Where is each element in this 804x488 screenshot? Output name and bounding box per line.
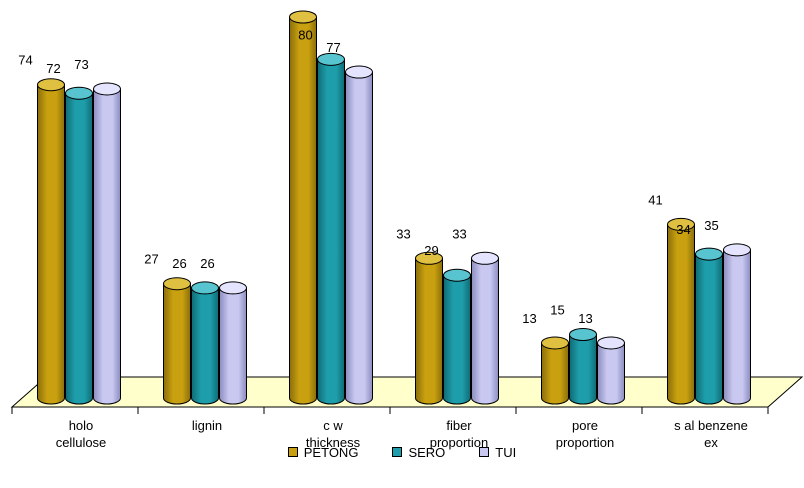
bar-petong <box>541 336 569 405</box>
bar-top <box>93 82 121 96</box>
data-labels: 747273272626908077332933131513413435 <box>18 27 718 326</box>
data-label-petong: 13 <box>522 311 536 326</box>
bar-body <box>163 283 191 405</box>
bar-body <box>65 92 93 405</box>
bar-petong <box>163 277 191 405</box>
bar-sero <box>191 281 219 405</box>
bar-body <box>471 257 499 405</box>
bar-top <box>723 243 751 257</box>
legend-swatch <box>287 447 298 457</box>
legend-swatch <box>392 447 403 457</box>
category-label: thickness <box>306 435 361 450</box>
bar-top <box>163 277 191 291</box>
bar-top <box>667 217 695 231</box>
legend-item-sero: SERO <box>392 445 445 460</box>
data-label-tui: 77 <box>326 40 340 55</box>
bar-body <box>667 223 695 405</box>
data-label-petong: 74 <box>18 53 32 68</box>
bar-tui <box>93 82 121 405</box>
data-label-sero: 80 <box>298 27 312 42</box>
bar-sero <box>443 268 471 405</box>
data-label-tui: 73 <box>74 57 88 72</box>
legend-item-tui: TUI <box>479 445 516 460</box>
data-label-sero: 15 <box>550 303 564 318</box>
bar-top <box>345 65 373 79</box>
data-label-petong: 33 <box>396 226 410 241</box>
data-label-tui: 33 <box>452 226 466 241</box>
category-label: fiber <box>446 418 472 433</box>
bar-petong <box>289 10 317 405</box>
data-label-sero: 34 <box>676 222 690 237</box>
bar-top <box>471 251 499 265</box>
bar-sero <box>695 247 723 405</box>
category-label: holo <box>69 418 94 433</box>
bar-sero <box>65 86 93 405</box>
bar-top <box>597 336 625 350</box>
bar-body <box>415 257 443 405</box>
bar-tui <box>219 281 247 405</box>
bar-top <box>37 78 65 92</box>
bar-top <box>317 52 345 66</box>
bar-top <box>65 86 93 100</box>
bar-top <box>569 328 597 341</box>
data-label-sero: 29 <box>424 243 438 258</box>
bar-tui <box>723 243 751 405</box>
bar-body <box>695 253 723 405</box>
bar-top <box>443 268 471 282</box>
bar-body <box>93 88 121 405</box>
category-label: pore <box>572 418 598 433</box>
bar-sero <box>317 52 345 405</box>
legend-label: TUI <box>495 444 517 460</box>
bar-body <box>317 58 345 405</box>
data-label-petong: 27 <box>144 252 158 267</box>
bar-petong <box>667 217 695 405</box>
bar-top <box>695 247 723 261</box>
data-label-petong: 41 <box>648 192 662 207</box>
bar-top <box>191 281 219 295</box>
category-label: c w <box>323 418 343 433</box>
bar-body <box>191 287 219 405</box>
bar-top <box>289 10 317 24</box>
bar-tui <box>345 65 373 405</box>
legend: PETONG SERO TUI <box>0 441 804 463</box>
bar-tui <box>597 336 625 405</box>
bar-sero <box>569 328 597 405</box>
legend-label: PETONG <box>303 444 359 460</box>
category-label: cellulose <box>56 435 107 450</box>
bar-petong <box>37 78 65 405</box>
bar-top <box>415 251 443 265</box>
category-label: s al benzene <box>674 418 748 433</box>
category-labels: holo cellulose lignin c w thickness fiber prop… <box>56 418 748 450</box>
bar-petong <box>415 251 443 405</box>
x-axis <box>11 406 769 414</box>
category-label: proportion <box>556 435 615 450</box>
data-label-tui: 26 <box>200 256 214 271</box>
bar-body <box>597 342 625 405</box>
bar-tui <box>471 251 499 405</box>
legend-swatch <box>479 447 490 457</box>
data-label-tui: 35 <box>704 218 718 233</box>
category-label: proportion <box>430 435 489 450</box>
bar-body <box>219 287 247 405</box>
category-label: lignin <box>192 418 222 433</box>
bar-top <box>219 281 247 295</box>
category-label: ex <box>704 435 718 450</box>
bars <box>37 10 751 405</box>
bar-body <box>443 274 471 405</box>
bar-body <box>345 71 373 405</box>
data-label-sero: 72 <box>46 61 60 76</box>
bar-body <box>37 84 65 405</box>
bar-top <box>541 336 569 350</box>
legend-label: SERO <box>408 444 446 460</box>
data-label-tui: 13 <box>578 311 592 326</box>
bar-body <box>569 334 597 405</box>
bar-body <box>723 249 751 405</box>
legend-item-petong: PETONG <box>287 444 359 460</box>
data-label-sero: 26 <box>172 256 186 271</box>
bar-body <box>541 342 569 405</box>
bar-body <box>289 16 317 405</box>
